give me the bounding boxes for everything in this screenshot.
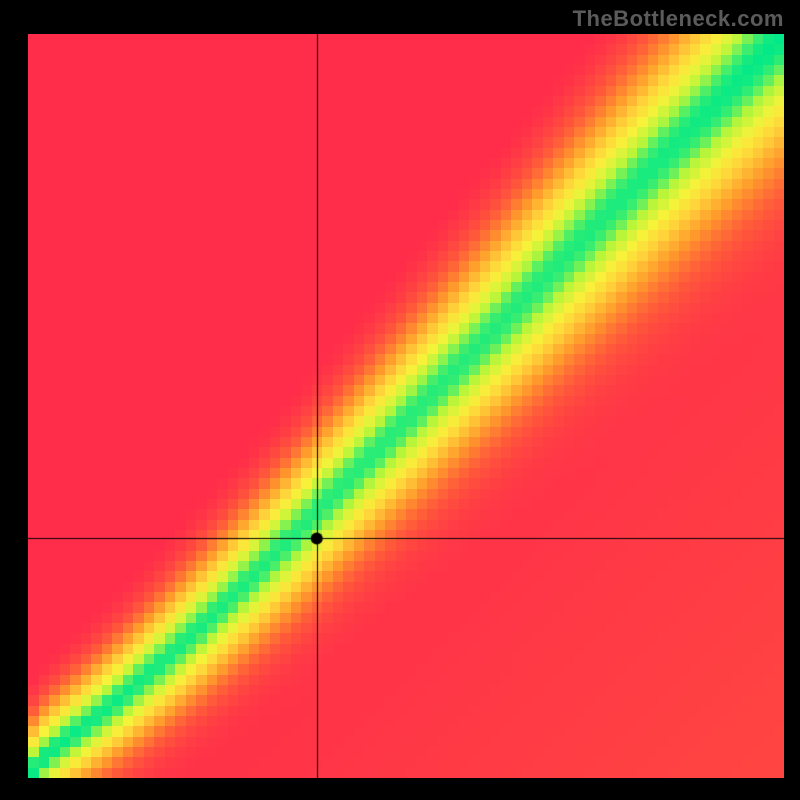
chart-container: { "meta": { "watermark_text": "TheBottle… — [0, 0, 800, 800]
bottleneck-heatmap — [0, 0, 800, 800]
